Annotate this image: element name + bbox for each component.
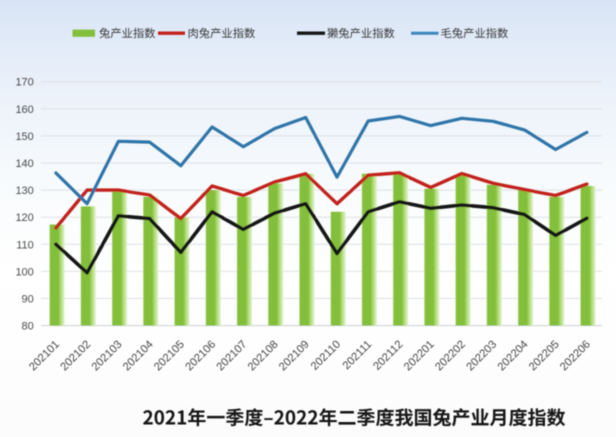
- svg-text:130: 130: [15, 185, 33, 197]
- svg-text:120: 120: [15, 212, 33, 224]
- svg-text:110: 110: [16, 239, 34, 251]
- svg-text:150: 150: [15, 131, 33, 143]
- svg-text:90: 90: [22, 294, 34, 306]
- svg-text:170: 170: [15, 77, 33, 89]
- svg-text:160: 160: [15, 104, 33, 116]
- svg-text:140: 140: [15, 158, 33, 170]
- svg-text:80: 80: [22, 321, 34, 333]
- svg-text:100: 100: [15, 266, 33, 278]
